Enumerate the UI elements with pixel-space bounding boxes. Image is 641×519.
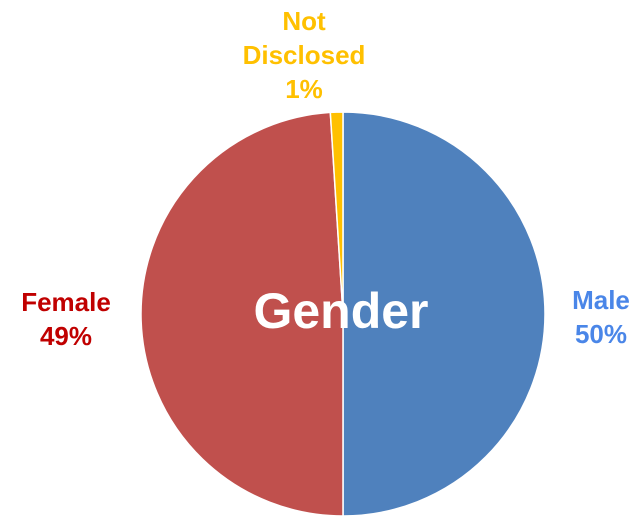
pie-slices: [140, 111, 546, 517]
slice-value-male: 50%: [575, 319, 627, 349]
slice-category-not-disclosed: Disclosed: [243, 40, 366, 70]
pie-slice-male: [342, 111, 546, 517]
slice-label-male: Male 50%: [572, 285, 630, 349]
slice-value-not-disclosed: 1%: [285, 74, 323, 104]
chart-title: Gender: [253, 283, 428, 339]
slice-category-female: Female: [21, 287, 111, 317]
pie-slice-not-disclosed: [329, 111, 344, 315]
slice-category-not-disclosed: Not: [282, 6, 326, 36]
slice-label-not-disclosed: Not Disclosed 1%: [243, 6, 366, 104]
pie-slice-female: [140, 111, 344, 517]
slice-label-female: Female 49%: [21, 287, 111, 351]
slice-labels: Male 50% Female 49% Not Disclosed 1%: [21, 6, 630, 351]
slice-category-male: Male: [572, 285, 630, 315]
slice-value-female: 49%: [40, 321, 92, 351]
